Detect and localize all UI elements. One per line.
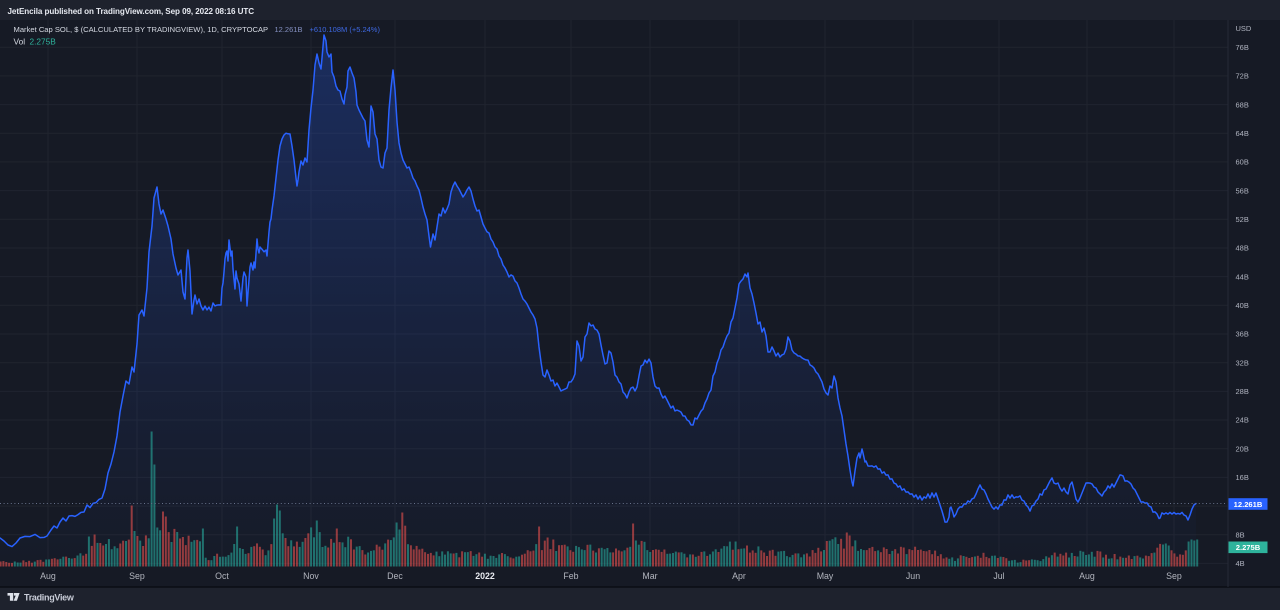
svg-text:JetEncila published on Trading: JetEncila published on TradingView.com, …	[8, 7, 255, 16]
svg-text:Aug: Aug	[1079, 571, 1095, 581]
svg-text:Apr: Apr	[732, 571, 746, 581]
svg-text:64B: 64B	[1236, 129, 1249, 138]
svg-text:2.275B: 2.275B	[1236, 543, 1261, 552]
svg-text:Nov: Nov	[303, 571, 319, 581]
svg-text:12.261B: 12.261B	[275, 25, 303, 34]
svg-text:Sep: Sep	[1166, 571, 1182, 581]
svg-text:36B: 36B	[1236, 330, 1249, 339]
svg-text:Mar: Mar	[642, 571, 657, 581]
svg-text:56B: 56B	[1236, 186, 1249, 195]
svg-text:12.261B: 12.261B	[1234, 500, 1263, 509]
svg-text:24B: 24B	[1236, 416, 1249, 425]
svg-text:Jun: Jun	[906, 571, 920, 581]
svg-text:76B: 76B	[1236, 43, 1249, 52]
svg-text:+610.108M (+5.24%): +610.108M (+5.24%)	[310, 25, 381, 34]
svg-text:44B: 44B	[1236, 272, 1249, 281]
svg-text:Oct: Oct	[215, 571, 229, 581]
svg-text:72B: 72B	[1236, 72, 1249, 81]
svg-text:Vol: Vol	[14, 37, 26, 47]
svg-text:May: May	[817, 571, 834, 581]
svg-text:USD: USD	[1236, 24, 1252, 33]
svg-text:68B: 68B	[1236, 100, 1249, 109]
svg-text:Feb: Feb	[563, 571, 578, 581]
svg-text:48B: 48B	[1236, 244, 1249, 253]
svg-text:4B: 4B	[1236, 559, 1245, 568]
svg-text:8B: 8B	[1236, 531, 1245, 540]
svg-text:40B: 40B	[1236, 301, 1249, 310]
svg-text:2022: 2022	[475, 571, 495, 581]
svg-text:52B: 52B	[1236, 215, 1249, 224]
svg-text:16B: 16B	[1236, 473, 1249, 482]
svg-text:60B: 60B	[1236, 158, 1249, 167]
svg-text:Aug: Aug	[40, 571, 56, 581]
svg-text:Jul: Jul	[993, 571, 1004, 581]
svg-text:2.275B: 2.275B	[30, 37, 57, 47]
svg-text:32B: 32B	[1236, 358, 1249, 367]
svg-text:20B: 20B	[1236, 444, 1249, 453]
svg-text:Dec: Dec	[387, 571, 403, 581]
svg-text:Sep: Sep	[129, 571, 145, 581]
svg-text:Market Cap SOL, $ (CALCULATED: Market Cap SOL, $ (CALCULATED BY TRADING…	[14, 25, 269, 34]
svg-text:TradingView: TradingView	[24, 592, 75, 602]
svg-text:28B: 28B	[1236, 387, 1249, 396]
